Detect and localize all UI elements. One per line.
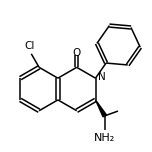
Text: Cl: Cl [25, 41, 35, 51]
Polygon shape [95, 100, 106, 117]
Text: O: O [73, 48, 81, 58]
Text: NH₂: NH₂ [94, 133, 115, 143]
Text: N: N [98, 72, 105, 82]
